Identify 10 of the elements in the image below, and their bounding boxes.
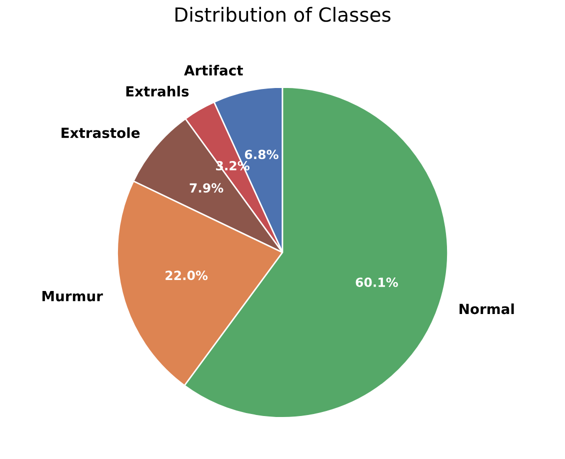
data-label: 6.8% bbox=[244, 150, 278, 160]
data-label: 22.0% bbox=[166, 270, 208, 280]
slice-label: Extrahls bbox=[126, 86, 189, 97]
data-label: 60.1% bbox=[356, 278, 398, 288]
chart-title: Distribution of Classes bbox=[176, 6, 390, 22]
slice-label: Extrastole bbox=[62, 127, 140, 138]
slice-label: Murmur bbox=[42, 291, 103, 302]
slice-label: Artifact bbox=[184, 64, 243, 76]
data-label: 7.9% bbox=[190, 183, 224, 193]
slice-label: Normal bbox=[460, 303, 514, 314]
